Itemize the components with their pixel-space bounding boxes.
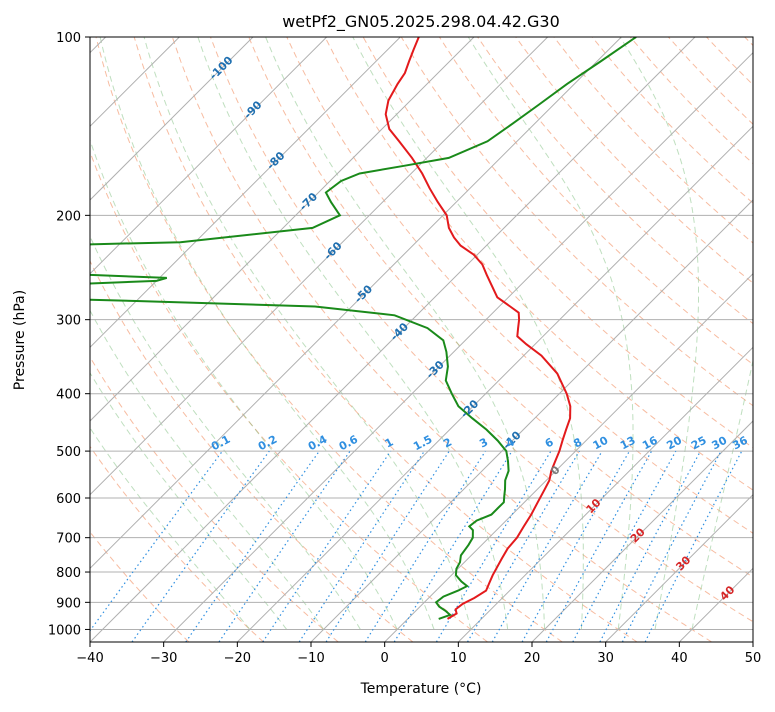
y-tick-label: 300 — [56, 314, 81, 329]
y-axis-label: Pressure (hPa) — [12, 290, 28, 390]
x-tick-label: 20 — [524, 651, 541, 666]
y-tick-label: 700 — [56, 532, 81, 547]
x-axis-label: Temperature (°C) — [360, 681, 482, 697]
x-tick-label: 50 — [745, 651, 762, 666]
y-tick-label: 600 — [56, 492, 81, 507]
y-tick-label: 400 — [56, 388, 81, 403]
x-tick-label: −20 — [224, 651, 251, 666]
x-tick-label: −30 — [150, 651, 177, 666]
chart-title: wetPf2_GN05.2025.298.04.42.G30 — [282, 12, 560, 32]
x-tick-label: −10 — [297, 651, 324, 666]
y-tick-label: 100 — [56, 31, 81, 46]
y-tick-label: 1000 — [48, 623, 81, 638]
x-tick-label: 10 — [450, 651, 467, 666]
x-tick-label: 0 — [381, 651, 389, 666]
x-tick-label: −40 — [76, 651, 103, 666]
x-tick-label: 40 — [671, 651, 688, 666]
y-tick-label: 900 — [56, 596, 81, 611]
y-tick-label: 500 — [56, 445, 81, 460]
x-tick-label: 30 — [597, 651, 614, 666]
y-tick-label: 200 — [56, 209, 81, 224]
y-tick-label: 800 — [56, 566, 81, 581]
